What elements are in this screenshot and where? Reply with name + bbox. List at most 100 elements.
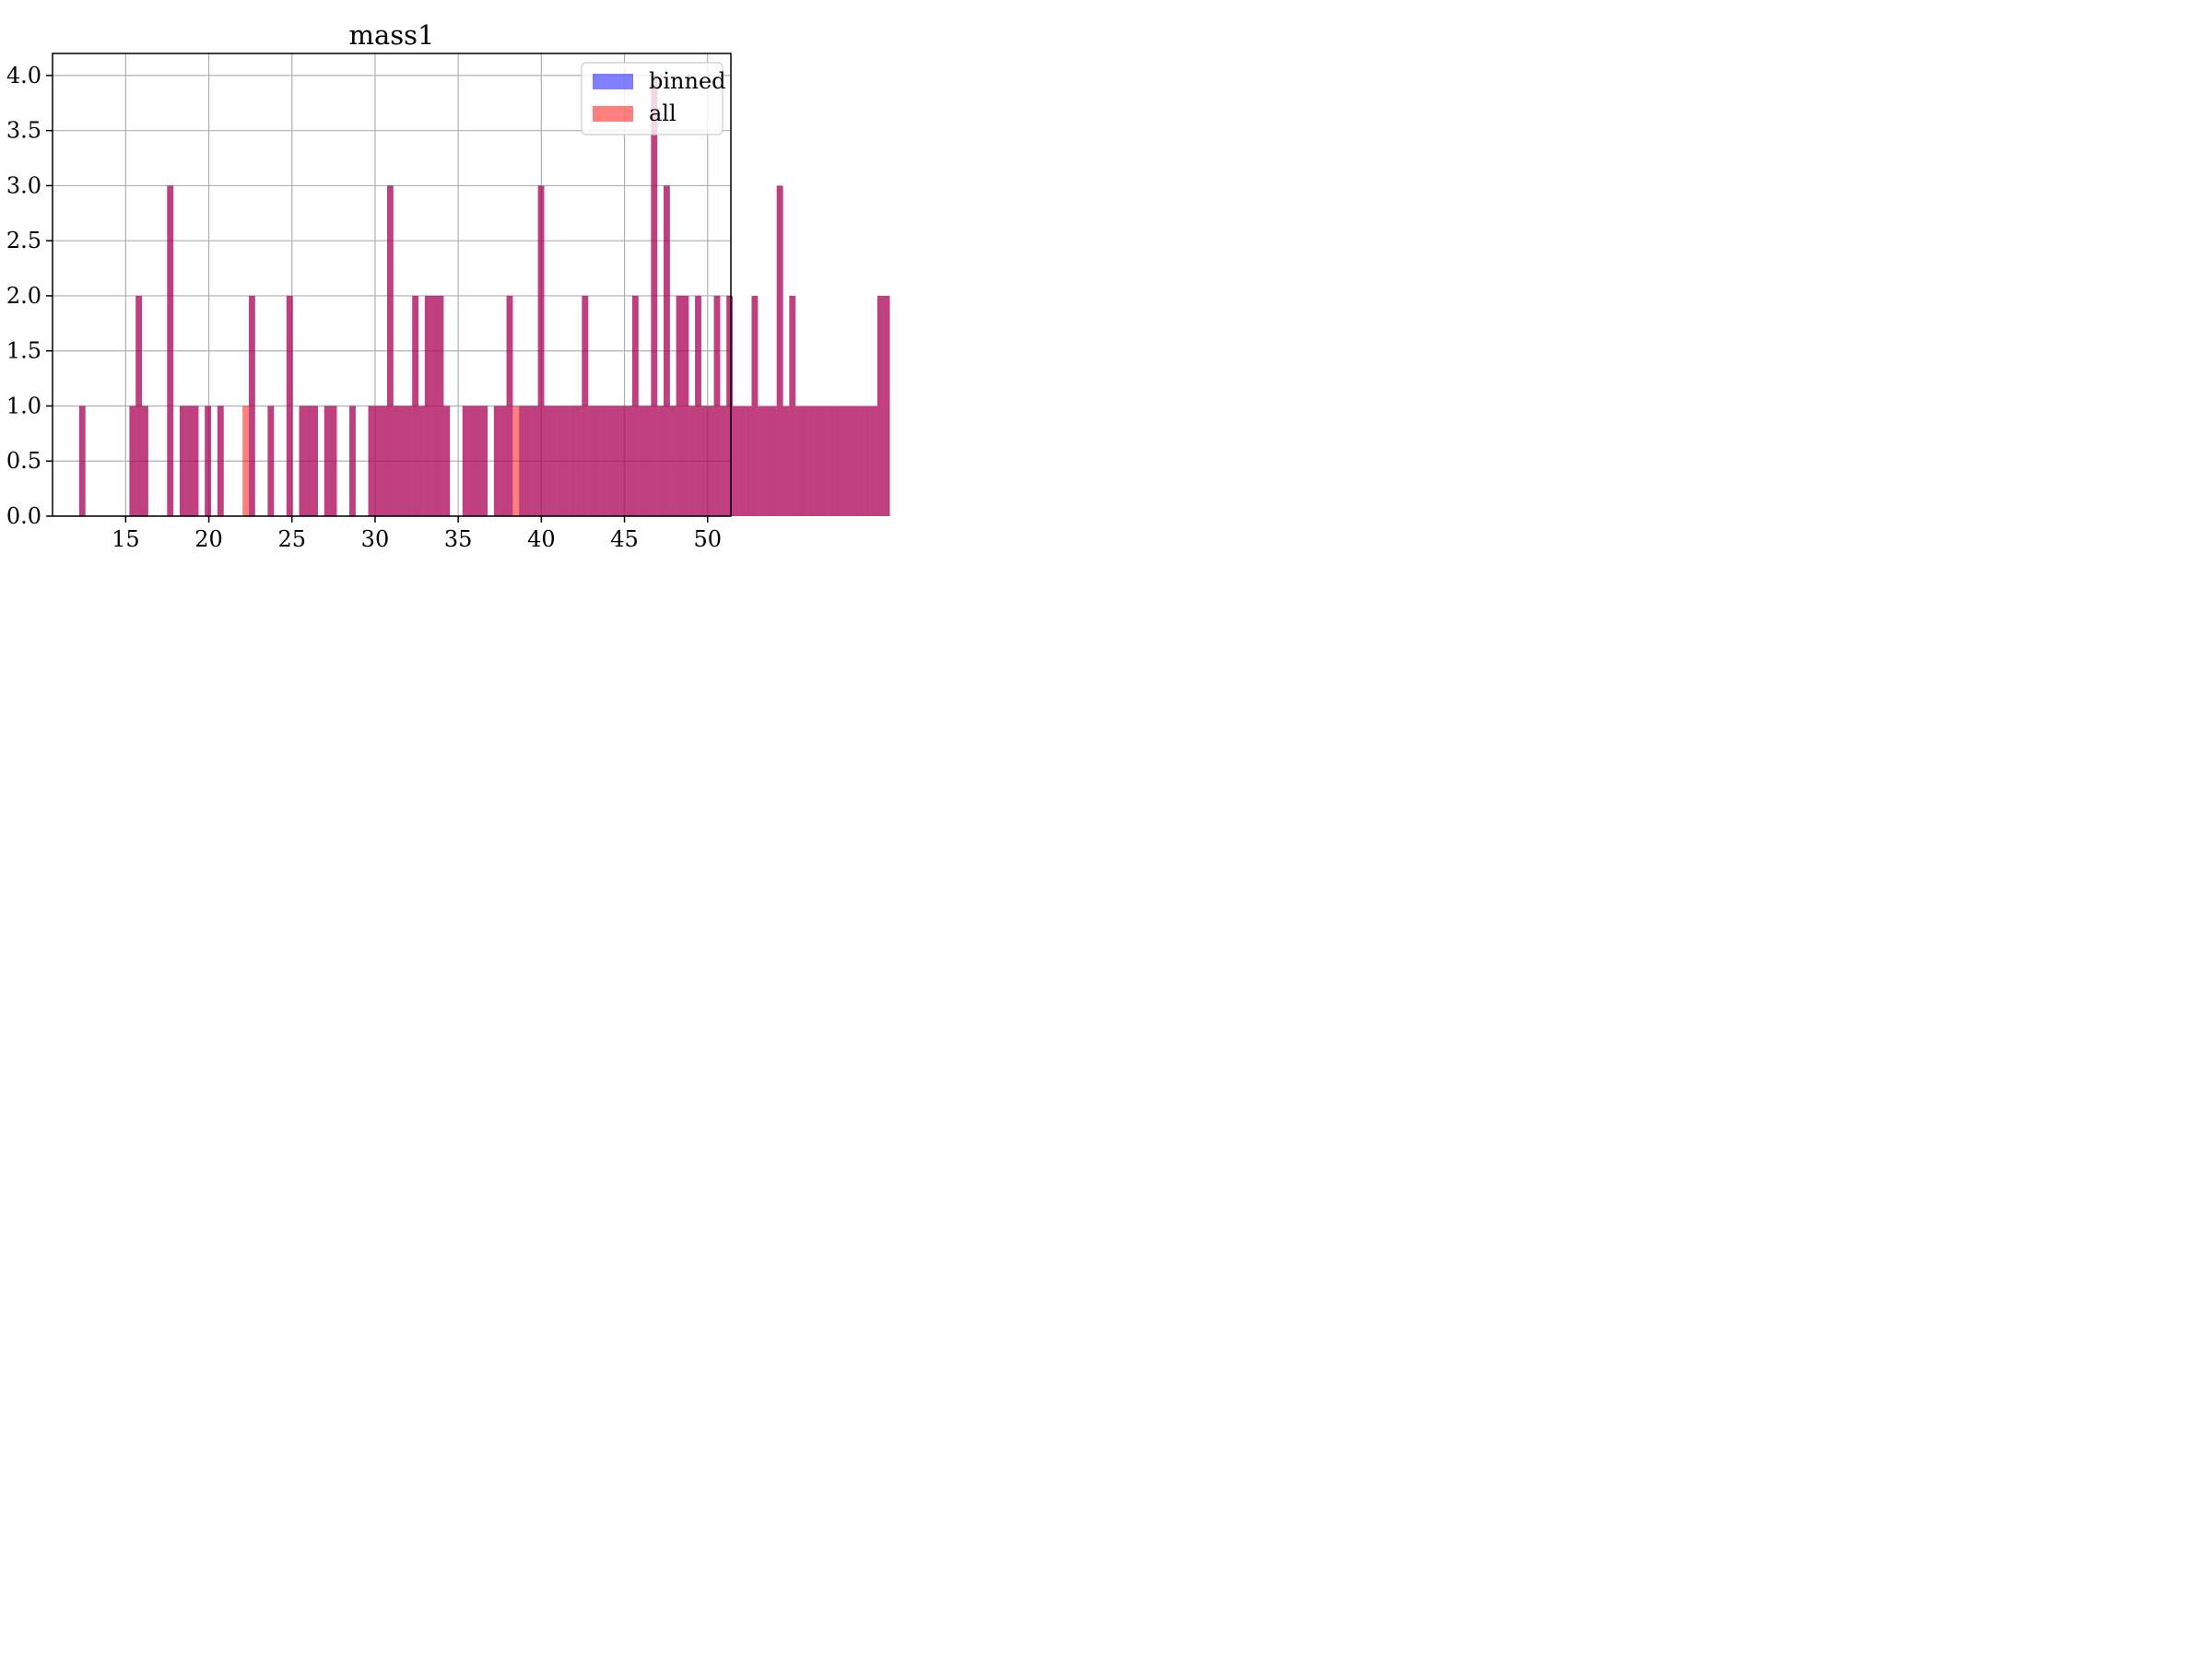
histogram-bar-all	[386, 185, 394, 516]
histogram-bar-all	[745, 406, 752, 516]
histogram-bar-all	[78, 406, 86, 516]
histogram-bar-all	[776, 185, 783, 516]
histogram-bar-all	[368, 406, 375, 516]
chart-title: mass1	[348, 19, 434, 51]
histogram-bar-all	[807, 406, 815, 516]
histogram-bar-all	[631, 295, 639, 516]
histogram-bar-all	[519, 406, 525, 516]
y-tick-label: 2.0	[6, 283, 41, 309]
histogram-bar-all	[569, 406, 576, 516]
histogram-bar-all	[406, 406, 413, 516]
y-tick-label: 2.5	[6, 228, 41, 253]
histogram-bar-all	[738, 406, 746, 516]
histogram-bar-all	[129, 406, 136, 516]
histogram-bar-all	[374, 406, 382, 516]
histogram-bar-all	[700, 406, 708, 516]
histogram-bar-all	[286, 295, 293, 516]
histogram-bar-all	[802, 406, 808, 516]
histogram-bar-all	[299, 406, 306, 516]
y-tick-label: 0.0	[6, 503, 41, 529]
histogram-bar-all	[814, 406, 821, 516]
histogram-bar-all	[858, 406, 865, 516]
legend-label-all: all	[649, 100, 677, 126]
histogram-bar-all	[192, 406, 199, 516]
histogram-bar-all	[242, 406, 249, 516]
histogram-bar-all	[205, 406, 212, 516]
y-tick-label: 1.5	[6, 338, 41, 364]
y-tick-label: 3.0	[6, 172, 41, 198]
histogram-bar-all	[713, 295, 721, 516]
histogram-bar-all	[789, 295, 796, 516]
histogram-bar-all	[500, 406, 507, 516]
histogram-bar-all	[795, 406, 803, 516]
histogram-bar-all	[845, 406, 853, 516]
x-tick-label: 35	[444, 526, 473, 552]
histogram-bar-all	[613, 406, 620, 516]
histogram-bar-all	[217, 406, 224, 516]
histogram-bar-all	[764, 406, 771, 516]
histogram-bar-all	[430, 295, 438, 516]
legend-label-binned: binned	[649, 68, 726, 94]
histogram-bar-all	[468, 406, 476, 516]
histogram-bar-all	[135, 295, 143, 516]
histogram-bar-all	[651, 75, 658, 517]
histogram-bar-all	[606, 406, 614, 516]
histogram-bar-all	[537, 185, 545, 516]
histogram-bar-all	[657, 406, 665, 516]
y-tick-label: 4.0	[6, 63, 41, 88]
histogram-bar-all	[820, 406, 828, 516]
y-tick-label: 1.0	[6, 393, 41, 418]
histogram-bar-all	[733, 406, 739, 516]
histogram-bar-all	[481, 406, 488, 516]
histogram-bar-all	[669, 406, 677, 516]
histogram-bar-all	[770, 406, 777, 516]
histogram-bar-all	[644, 406, 652, 516]
histogram-bar-all	[544, 406, 551, 516]
histogram-bar-all	[638, 406, 645, 516]
histogram-bar-all	[462, 406, 469, 516]
x-tick-label: 15	[112, 526, 140, 552]
histogram-bar-all	[833, 406, 840, 516]
histogram-bar-all	[437, 295, 444, 516]
histogram-bar-all	[751, 295, 759, 516]
axes-frame	[52, 53, 732, 517]
histogram-bar-all	[626, 406, 632, 516]
histogram-bar-all	[475, 406, 482, 516]
histogram-bar-all	[167, 185, 174, 516]
histogram-bar-all	[707, 406, 714, 516]
y-tick-label: 0.5	[6, 448, 41, 474]
histogram-bar-all	[381, 406, 387, 516]
histogram-bar-all	[312, 406, 318, 516]
histogram-bar-all	[179, 406, 186, 516]
histogram-bar-all	[550, 406, 558, 516]
histogram-bar-all	[682, 295, 689, 516]
histogram-bar-all	[688, 406, 696, 516]
histogram-bar-all	[726, 295, 734, 516]
histogram-bar-all	[871, 406, 877, 516]
histogram-bar-all	[531, 406, 538, 516]
histogram-bar-all	[324, 406, 331, 516]
histogram-bar-all	[399, 406, 406, 516]
histogram-bar-all	[267, 406, 275, 516]
histogram-bar-all	[865, 406, 872, 516]
histogram-bar-all	[524, 406, 532, 516]
histogram-bar-all	[557, 406, 563, 516]
histogram-bar-all	[782, 406, 790, 516]
legend: binned all	[581, 62, 726, 135]
x-tick-label: 30	[361, 526, 390, 552]
histogram-bar-all	[877, 295, 884, 516]
histogram-bar-all	[412, 295, 419, 516]
histogram-bar-all	[185, 406, 193, 516]
histogram-bar-all	[393, 406, 400, 516]
legend-swatch-binned	[593, 74, 633, 89]
histogram-bar-all	[852, 406, 859, 516]
histogram-bar-all	[588, 406, 595, 516]
y-tick-label: 3.5	[6, 118, 41, 144]
x-tick-label: 40	[527, 526, 556, 552]
legend-swatch-all	[593, 106, 633, 122]
x-tick-label: 25	[277, 526, 306, 552]
chart-mass1: 15 20 25 30 35 40 45 50 0.0 0.5 1.0 1.5 2.0 2.5 3.0 3.5…	[6, 19, 890, 552]
histogram-bar-all	[883, 295, 890, 516]
histogram-bar-all	[142, 406, 148, 516]
